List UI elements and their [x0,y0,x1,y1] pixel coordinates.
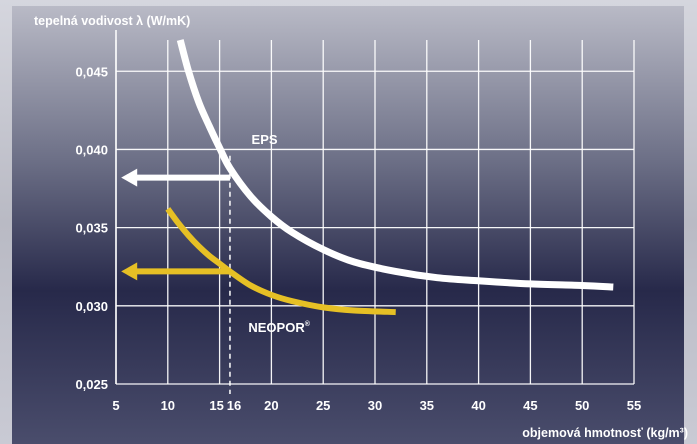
x-tick-label: 25 [316,398,330,413]
x-tick-label: 10 [161,398,175,413]
x-tick-label: 16 [227,398,241,413]
x-tick-label: 40 [471,398,485,413]
y-tick-label: 0,025 [75,377,108,392]
y-tick-label: 0,035 [75,221,108,236]
x-tick-label: 20 [264,398,278,413]
y-tick-label: 0,045 [75,64,108,79]
x-tick-label: 30 [368,398,382,413]
eps-label: EPS [252,132,278,147]
grid [115,40,635,385]
chart-background [12,6,684,444]
y-tick-label: 0,040 [75,142,108,157]
x-tick-label: 55 [627,398,641,413]
series-line-eps [176,39,614,291]
neopor-arrow-head [121,262,138,281]
eps-arrow-head [121,168,138,187]
x-tick-label: 45 [523,398,537,413]
x-tick-label: 35 [420,398,434,413]
labels-group: EPS NEOPOR® [248,132,310,335]
y-tick-label: 0,030 [75,299,108,314]
x-tick-label: 50 [575,398,589,413]
y-axis-label: tepelná vodivost λ (W/mK) [34,14,190,28]
axes: 0,045 0,040 0,035 0,030 0,025 5 10 15 16 20 25 30 35… [75,30,641,413]
neopor-label: NEOPOR® [248,320,310,335]
x-axis-label: objemová hmotnosť (kg/m³) [522,426,688,440]
x-tick-label: 15 [209,398,223,413]
arrows-group [121,168,230,281]
x-tick-label: 5 [112,398,119,413]
